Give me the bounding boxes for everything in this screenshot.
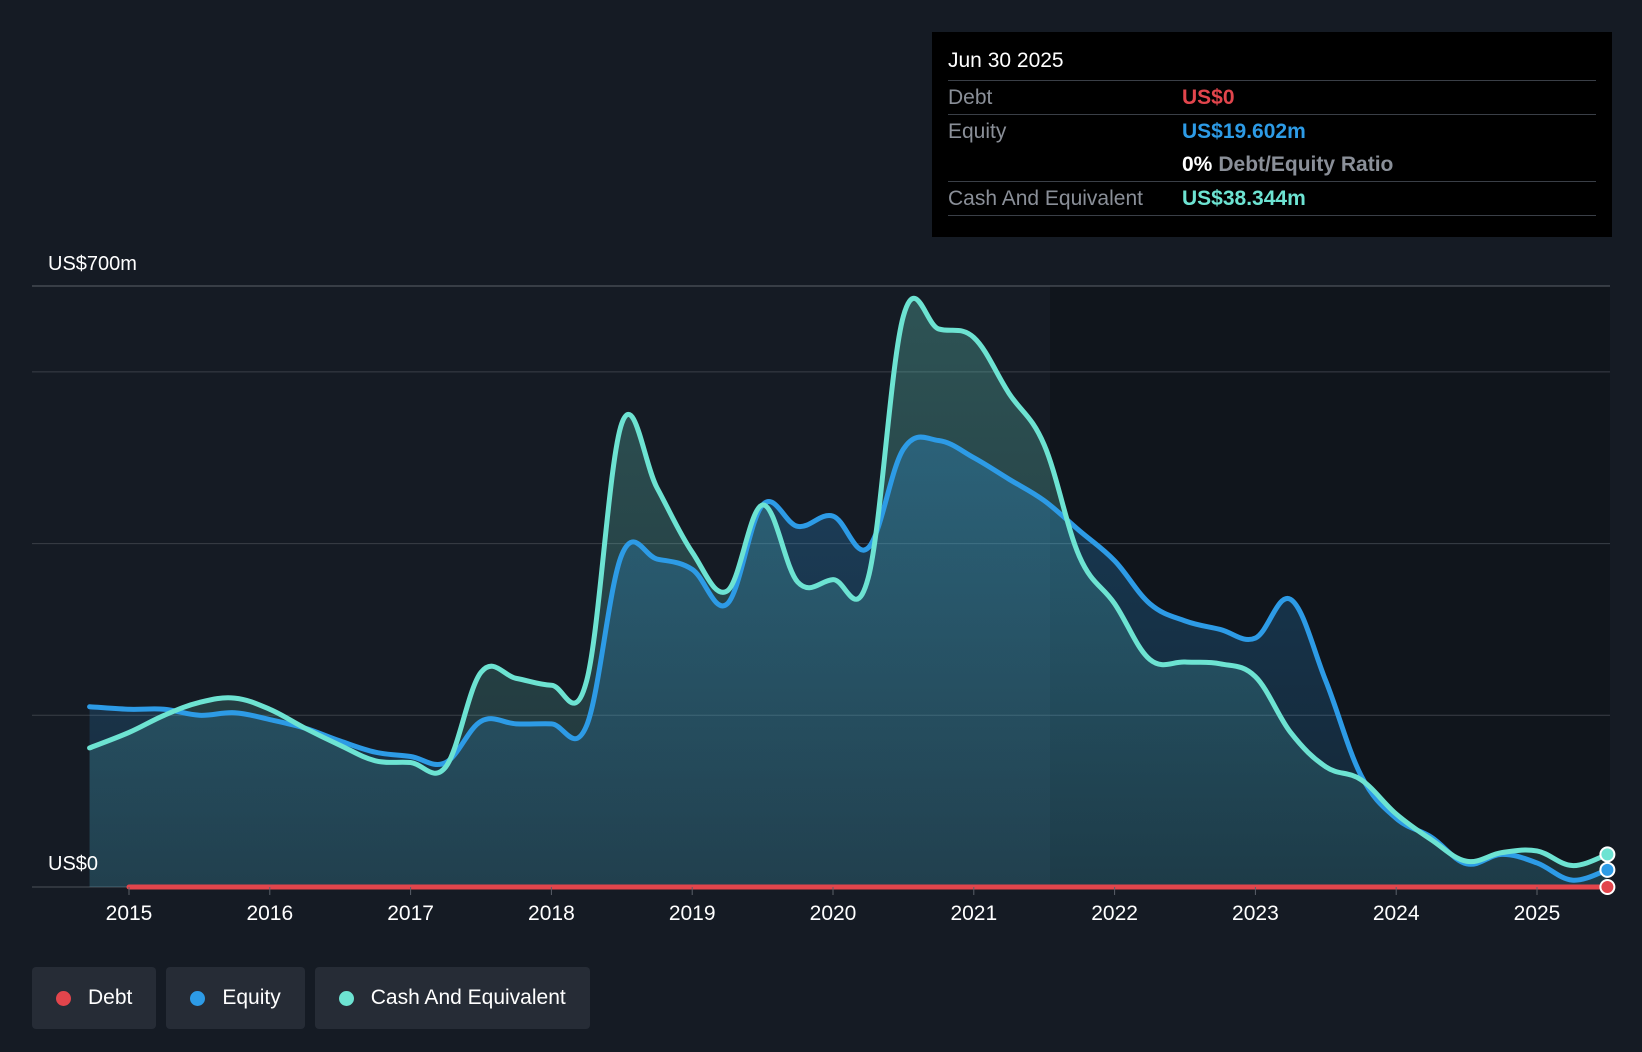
tooltip-debt-value: US$0	[1182, 85, 1235, 109]
series-endpoint-debt	[1599, 879, 1616, 895]
tooltip-panel: Jun 30 2025 Debt US$0 Equity US$19.602m …	[932, 32, 1612, 237]
tooltip-equity-value: US$19.602m	[1182, 119, 1306, 143]
legend-debt-dot-icon	[56, 990, 71, 1006]
x-axis: 2015 2016 2017 2018 2019 2020 2021 2022 2023 2024…	[106, 887, 1561, 925]
x-tick-label-2024: 2024	[1373, 902, 1420, 925]
series-lines	[87, 295, 1610, 890]
series-line-cash	[87, 295, 1610, 869]
legend-equity-label: Equity	[222, 986, 281, 1009]
series-endpoints	[1599, 846, 1616, 895]
legend-cash-label: Cash And Equivalent	[370, 986, 566, 1009]
x-tick-label-2022: 2022	[1091, 902, 1138, 925]
x-tick-label-2016: 2016	[246, 902, 293, 925]
tooltip-ratio-value: 0%	[1182, 152, 1213, 176]
tooltip-equity-label: Equity	[948, 119, 1007, 143]
legend-item-cash[interactable]: Cash And Equivalent	[314, 967, 590, 1029]
legend-debt-label: Debt	[88, 986, 133, 1009]
series-line-equity	[87, 434, 1610, 883]
tooltip-cash-value: US$38.344m	[1182, 186, 1306, 210]
x-tick-label-2025: 2025	[1514, 902, 1561, 925]
y-tick-label-max: US$700m	[48, 253, 137, 275]
x-tick-label-2018: 2018	[528, 902, 575, 925]
series-endpoint-cash	[1599, 846, 1616, 863]
x-tick-label-2020: 2020	[810, 902, 857, 925]
x-tick-label-2019: 2019	[669, 902, 716, 925]
tooltip-row-equity: Equity US$19.602m	[948, 114, 1596, 148]
legend: Debt Equity Cash And Equivalent	[32, 967, 590, 1029]
series-endpoint-equity	[1599, 861, 1616, 878]
x-tick-label-2023: 2023	[1232, 902, 1279, 925]
legend-equity-dot-icon	[190, 990, 206, 1006]
tooltip-date: Jun 30 2025	[948, 49, 1064, 72]
tooltip-ratio-label: Debt/Equity Ratio	[1218, 152, 1394, 176]
legend-cash-dot-icon	[338, 990, 354, 1006]
tooltip-row-debt: Debt US$0	[948, 80, 1596, 114]
tooltip-debt-label: Debt	[948, 85, 993, 109]
y-tick-label-zero: US$0	[48, 853, 98, 875]
tooltip-cash-label: Cash And Equivalent	[948, 186, 1143, 210]
tooltip-row-cash: Cash And Equivalent US$38.344m	[948, 181, 1596, 216]
x-tick-label-2015: 2015	[106, 902, 153, 925]
legend-item-debt[interactable]: Debt	[32, 967, 157, 1029]
x-tick-label-2017: 2017	[387, 902, 434, 925]
legend-item-equity[interactable]: Equity	[166, 967, 305, 1029]
series-area-equity	[89, 437, 1608, 887]
tooltip-row-ratio: 0% Debt/Equity Ratio	[948, 148, 1596, 181]
x-tick-label-2021: 2021	[950, 902, 997, 925]
series-areas	[89, 298, 1608, 888]
